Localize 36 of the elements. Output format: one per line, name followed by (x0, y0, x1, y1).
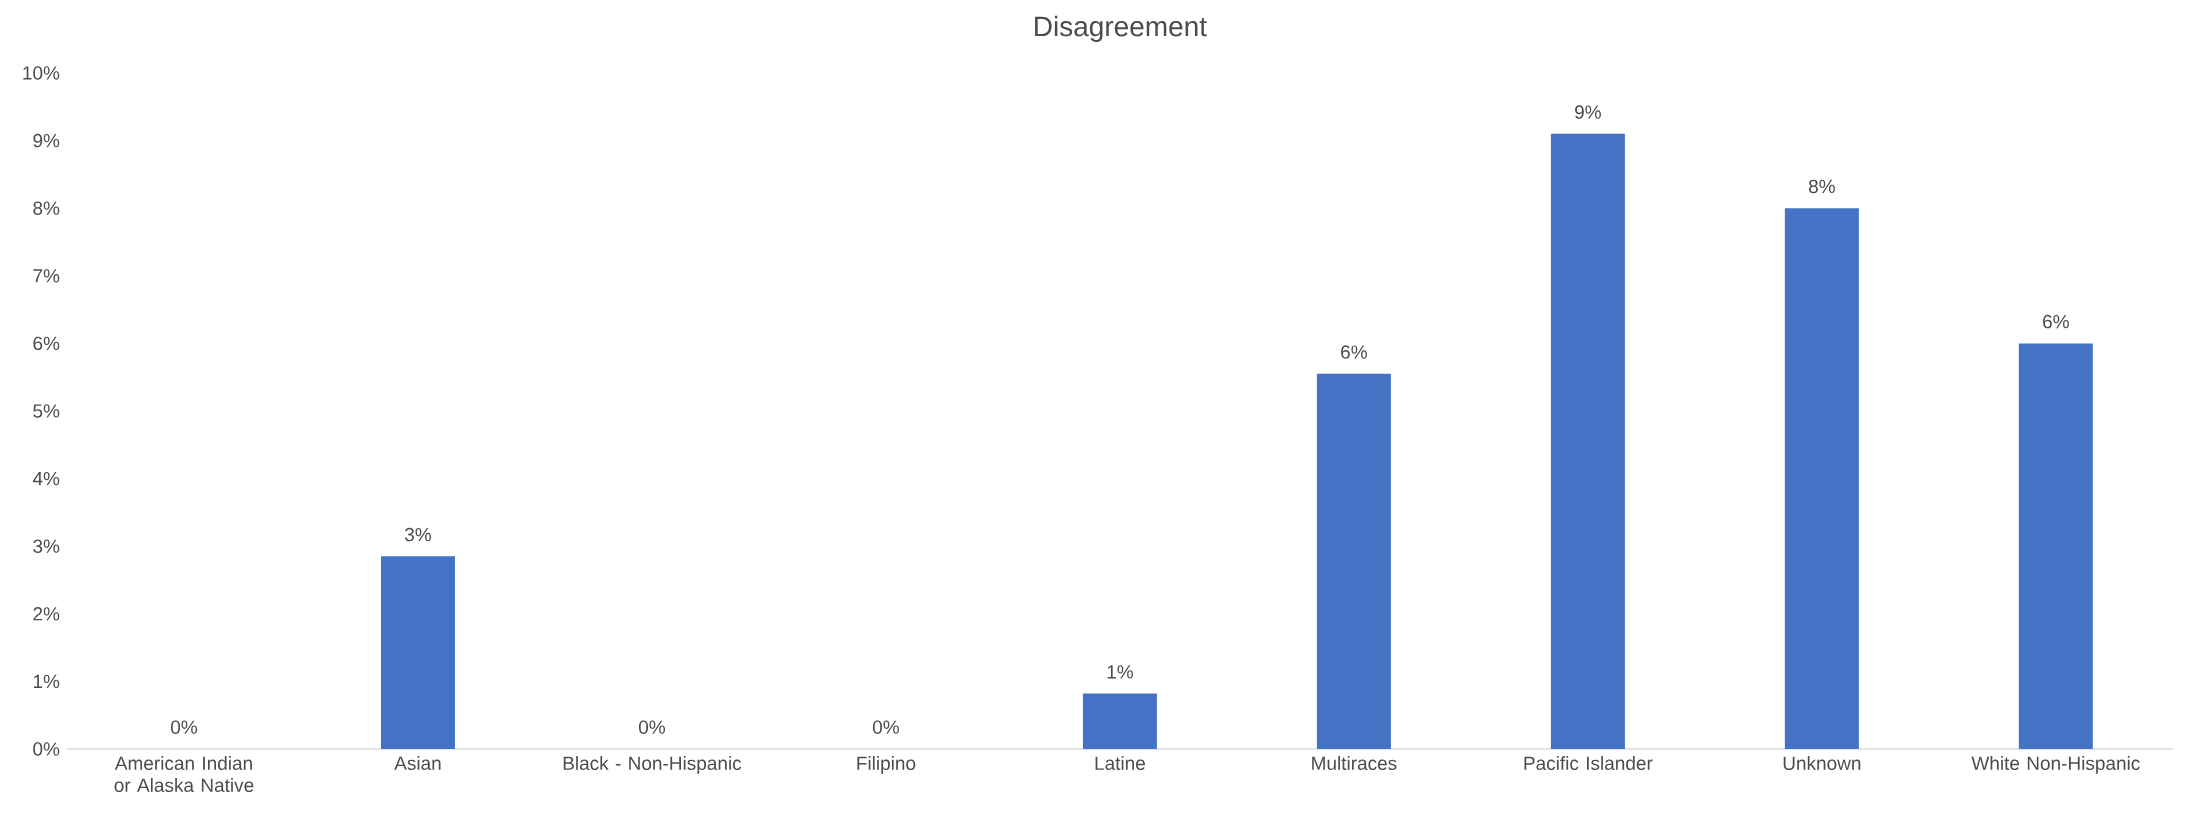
x-tick-label: Filipino (857, 756, 916, 774)
x-tick-label: Pacific Islander (1524, 756, 1653, 771)
y-tick-label: 5% (33, 404, 60, 418)
data-label: 0% (638, 720, 666, 734)
y-tick-label: 2% (33, 607, 60, 621)
x-tick-label: American Indian or Alaska Native (114, 756, 254, 793)
data-label: 0% (171, 720, 198, 734)
y-tick-label: 0% (33, 742, 60, 756)
y-tick-label: 6% (33, 336, 60, 351)
x-tick-label: Latine (1095, 756, 1145, 771)
y-tick-label: 8% (33, 201, 60, 215)
bar (1316, 373, 1391, 749)
data-label: 6% (2043, 314, 2069, 329)
chart-title: Disagreement (1035, 15, 1207, 42)
bar (1550, 133, 1625, 749)
x-tick-label: Unknown (1783, 756, 1861, 771)
y-tick-label: 10% (23, 66, 60, 80)
bar (2018, 343, 2093, 749)
data-label: 1% (1107, 665, 1133, 679)
x-tick-label: Asian (394, 756, 441, 771)
y-tick-label: 7% (33, 269, 60, 283)
y-tick-label: 9% (33, 133, 60, 148)
x-tick-label: White Non-Hispanic (1971, 756, 2140, 774)
data-label: 8% (1808, 179, 1835, 194)
data-label: 6% (1341, 345, 1367, 359)
bar (380, 556, 455, 749)
bar (1784, 208, 1859, 749)
data-label: 3% (404, 527, 432, 542)
y-tick-label: 1% (33, 674, 60, 689)
bar (1082, 693, 1157, 749)
x-tick-label: Multiraces (1312, 756, 1397, 771)
y-tick-label: 3% (33, 539, 60, 553)
data-label: 0% (872, 720, 899, 734)
data-label: 9% (1575, 105, 1601, 119)
x-tick-label: Black - Non-Hispanic (563, 756, 742, 774)
y-tick-label: 4% (32, 471, 60, 486)
